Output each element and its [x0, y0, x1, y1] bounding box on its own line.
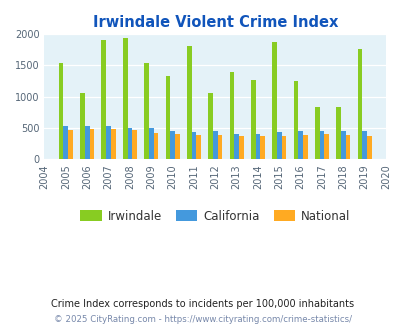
Bar — [276, 132, 281, 159]
Bar — [340, 131, 345, 159]
Text: © 2025 CityRating.com - https://www.cityrating.com/crime-statistics/: © 2025 CityRating.com - https://www.city… — [54, 315, 351, 324]
Title: Irwindale Violent Crime Index: Irwindale Violent Crime Index — [92, 15, 337, 30]
Bar — [144, 63, 149, 159]
Bar — [191, 132, 196, 159]
Bar — [324, 135, 328, 159]
Legend: Irwindale, California, National: Irwindale, California, National — [75, 205, 354, 228]
Text: Crime Index corresponds to incidents per 100,000 inhabitants: Crime Index corresponds to incidents per… — [51, 299, 354, 309]
Bar — [149, 128, 153, 159]
Bar — [175, 134, 179, 159]
Bar — [314, 107, 319, 159]
Bar — [272, 42, 276, 159]
Bar — [63, 126, 68, 159]
Bar — [170, 131, 175, 159]
Bar — [260, 136, 264, 159]
Bar — [293, 81, 298, 159]
Bar — [361, 131, 366, 159]
Bar — [132, 130, 136, 159]
Bar — [234, 134, 239, 159]
Bar — [85, 126, 90, 159]
Bar — [153, 133, 158, 159]
Bar — [298, 131, 302, 159]
Bar — [111, 129, 115, 159]
Bar — [319, 131, 324, 159]
Bar — [217, 135, 222, 159]
Bar — [345, 135, 350, 159]
Bar — [90, 129, 94, 159]
Bar — [281, 136, 286, 159]
Bar — [165, 76, 170, 159]
Bar — [302, 135, 307, 159]
Bar — [208, 93, 212, 159]
Bar — [212, 131, 217, 159]
Bar — [229, 72, 234, 159]
Bar — [68, 130, 72, 159]
Bar — [101, 40, 106, 159]
Bar — [127, 127, 132, 159]
Bar — [196, 135, 200, 159]
Bar — [250, 80, 255, 159]
Bar — [123, 38, 127, 159]
Bar — [106, 126, 111, 159]
Bar — [335, 108, 340, 159]
Bar — [366, 136, 371, 159]
Bar — [59, 63, 63, 159]
Bar — [255, 134, 260, 159]
Bar — [357, 49, 361, 159]
Bar — [186, 47, 191, 159]
Bar — [80, 93, 85, 159]
Bar — [239, 136, 243, 159]
